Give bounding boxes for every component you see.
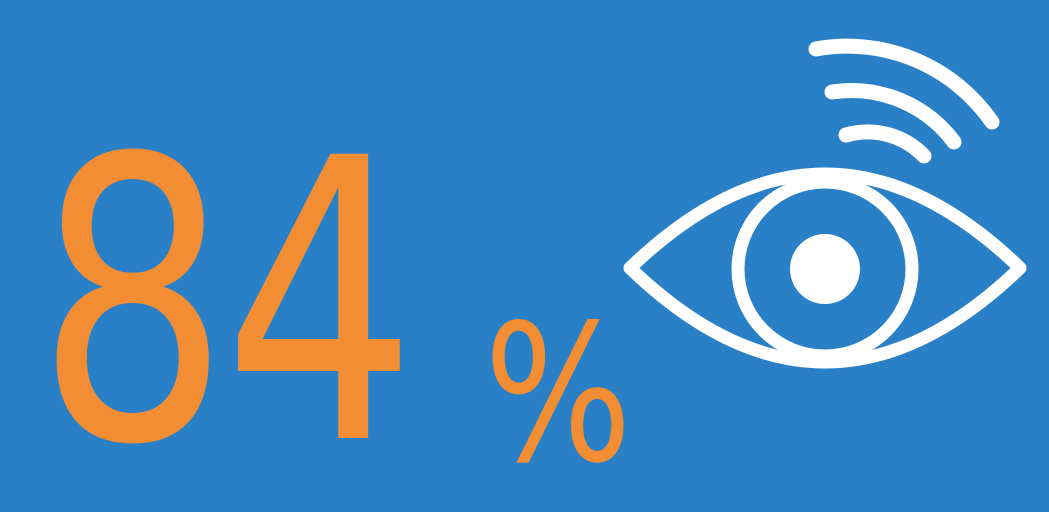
percentage-stat: 84 %	[36, 0, 676, 512]
eye-wifi-icon	[623, 38, 1027, 369]
stat-value: 84	[36, 76, 417, 512]
eye-outline	[623, 167, 1027, 369]
percent-sign: %	[484, 284, 633, 505]
iris-ring	[731, 175, 919, 363]
pupil	[790, 234, 860, 304]
signal-waves-icon	[808, 38, 1000, 164]
